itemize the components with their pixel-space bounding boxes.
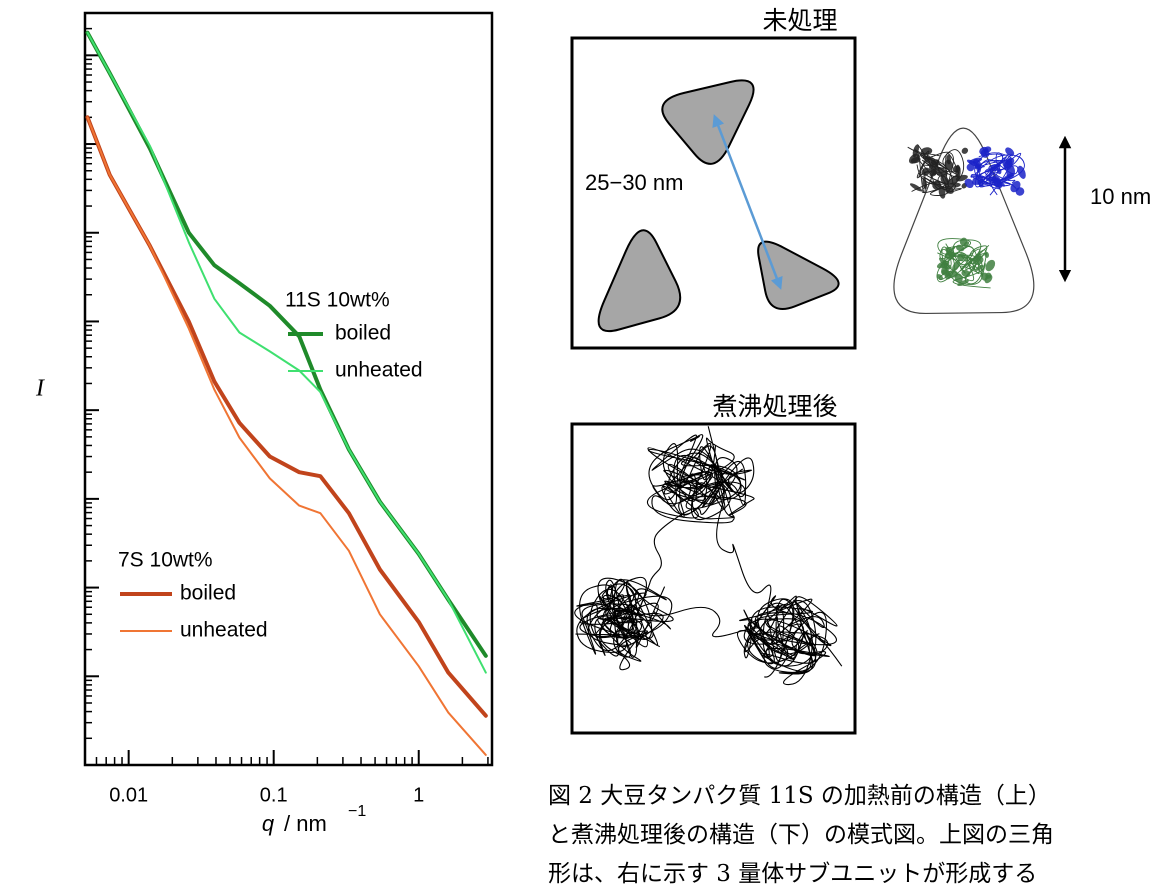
x-axis-label-symbol: q xyxy=(262,811,275,836)
caption-line: 図 2 大豆タンパク質 11S の加熱前の構造（上） xyxy=(548,783,1051,809)
chart: I q / nm −1 0.01 0.1 1 11S 10wt% boiled unhea… xyxy=(35,13,492,836)
legend-label: boiled xyxy=(335,322,391,345)
caption: 図 2 大豆タンパク質 11S の加熱前の構造（上） と煮沸処理後の構造（下）の… xyxy=(548,783,1054,884)
distance-arrow xyxy=(716,120,779,284)
caption-line: 形は、右に示す 3 量体サブユニットが形成する xyxy=(548,861,1037,884)
x-tick-label: 1 xyxy=(413,784,424,806)
legend-title: 7S 10wt% xyxy=(118,549,213,572)
y-axis-label: I xyxy=(35,376,45,402)
denatured-chains xyxy=(575,426,842,684)
subunit xyxy=(662,80,753,163)
helix xyxy=(960,146,969,155)
legend-label: unheated xyxy=(180,619,268,642)
legend-label: boiled xyxy=(180,582,236,605)
data-line xyxy=(88,117,486,755)
x-tick-label: 0.1 xyxy=(260,784,288,806)
subunit-triangles xyxy=(599,80,839,331)
x-axis-label-unit: / nm xyxy=(284,811,327,836)
legend-label: unheated xyxy=(335,359,423,382)
x-axis-label-exponent: −1 xyxy=(348,803,366,820)
legend-title: 11S 10wt% xyxy=(285,289,390,312)
data-line xyxy=(88,33,486,673)
figure: I q / nm −1 0.01 0.1 1 11S 10wt% boiled unhea… xyxy=(0,0,1164,884)
plot-lines xyxy=(88,33,486,755)
subunit xyxy=(758,242,838,309)
x-tick-label: 0.01 xyxy=(109,784,148,806)
helix xyxy=(981,273,988,281)
distance-label: 25−30 nm xyxy=(585,170,683,195)
diagram: 未処理 25−30 nm 10 nm 煮沸処理後 xyxy=(572,6,1151,733)
protein-structure xyxy=(894,128,1034,313)
boiled-title: 煮沸処理後 xyxy=(712,392,837,421)
size-label: 10 nm xyxy=(1090,184,1151,209)
data-line xyxy=(88,117,486,715)
caption-line: と煮沸処理後の構造（下）の模式図。上図の三角 xyxy=(548,822,1054,848)
untreated-title: 未処理 xyxy=(762,6,837,35)
subunit xyxy=(599,230,681,331)
plot-frame xyxy=(85,13,492,765)
